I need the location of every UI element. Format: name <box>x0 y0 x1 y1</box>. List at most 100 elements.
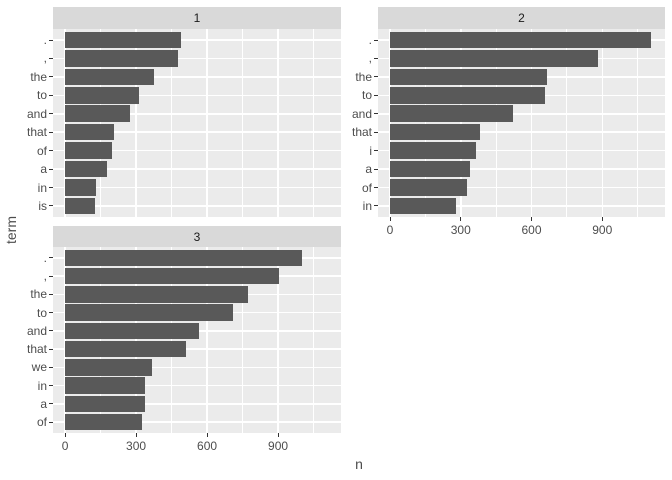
y-axis-label: a <box>365 162 372 177</box>
gridline-major-vertical <box>601 29 604 217</box>
bar <box>65 105 130 123</box>
gridline-major-horizontal <box>53 366 341 369</box>
y-axis-label: of <box>36 415 47 430</box>
x-axis-label: 900 <box>268 439 289 453</box>
y-axis-label: in <box>37 180 47 195</box>
x-axis-label: 900 <box>592 223 613 237</box>
y-axis-label: to <box>36 305 47 320</box>
y-axis-label: is <box>38 198 47 213</box>
bar <box>65 395 145 413</box>
bar <box>390 160 471 178</box>
y-axis-tick <box>374 94 378 96</box>
bar <box>65 142 112 159</box>
gridline-major-vertical <box>64 29 66 217</box>
y-axis-tick <box>49 348 53 350</box>
panel <box>53 247 341 433</box>
bar <box>390 197 457 215</box>
x-axis-tick <box>64 433 66 437</box>
y-axis-label: the <box>30 69 47 84</box>
gridline-major-vertical <box>277 247 279 433</box>
bar <box>65 340 187 358</box>
y-axis-label: . <box>368 33 372 48</box>
x-axis-tick <box>135 433 137 437</box>
y-axis-tick <box>49 312 53 314</box>
gridline-major-vertical <box>206 247 208 433</box>
bar <box>65 249 302 267</box>
gridline-minor-vertical <box>171 29 173 217</box>
y-axis-label: that <box>26 125 47 140</box>
bar <box>65 413 143 431</box>
gridline-major-horizontal <box>53 149 341 152</box>
x-axis-title: n <box>355 456 363 472</box>
y-axis-label: i <box>369 143 372 158</box>
gridline-major-horizontal <box>378 149 665 152</box>
y-axis-tick <box>49 76 53 78</box>
gridline-minor-vertical <box>242 247 244 433</box>
gridline-major-vertical <box>530 29 533 217</box>
bar <box>390 105 514 123</box>
bar <box>65 50 179 67</box>
gridline-major-vertical <box>135 29 137 217</box>
y-axis-tick <box>49 293 53 295</box>
gridline-major-horizontal <box>53 76 341 78</box>
gridline-major-horizontal <box>378 205 665 207</box>
gridline-minor-vertical <box>637 29 639 217</box>
gridline-minor-vertical <box>495 29 497 217</box>
x-axis-tick <box>389 217 391 221</box>
y-axis-tick <box>49 187 53 188</box>
bar <box>65 87 140 104</box>
y-axis-label: in <box>37 378 47 393</box>
y-axis-label: we <box>31 360 47 375</box>
y-axis-label: that <box>26 342 47 357</box>
gridline-minor-vertical <box>424 29 426 217</box>
bar <box>65 267 280 285</box>
y-axis-label: to <box>361 88 372 103</box>
bar <box>65 322 200 340</box>
y-axis-label: the <box>30 287 47 302</box>
y-axis-tick <box>49 205 53 207</box>
gridline-major-horizontal <box>378 186 665 189</box>
bar <box>390 31 652 49</box>
y-axis-label: , <box>368 51 372 66</box>
gridline-major-horizontal <box>53 384 341 387</box>
y-axis-tick <box>49 150 53 152</box>
y-axis-tick <box>49 385 53 387</box>
bar <box>390 179 467 196</box>
gridline-major-horizontal <box>53 131 341 133</box>
y-axis-tick <box>374 76 378 78</box>
bar <box>65 377 146 394</box>
y-axis-label: of <box>36 143 47 158</box>
bar <box>65 286 249 303</box>
gridline-major-vertical <box>460 29 462 217</box>
bar <box>390 50 599 67</box>
facet-strip: 3 <box>53 226 341 247</box>
gridline-major-vertical <box>389 29 391 217</box>
y-axis-tick <box>49 330 53 332</box>
y-axis-tick <box>49 131 53 133</box>
gridline-minor-vertical <box>313 29 315 217</box>
y-axis-label: and <box>351 106 372 121</box>
y-axis-tick <box>49 257 53 259</box>
facet-strip: 2 <box>378 7 665 29</box>
y-axis-tick <box>49 275 53 277</box>
y-axis-tick <box>374 150 378 152</box>
y-axis-tick <box>49 94 53 96</box>
y-axis-label: , <box>43 269 47 284</box>
gridline-minor-vertical <box>100 247 102 433</box>
x-axis-label: 600 <box>197 439 218 453</box>
bar <box>65 359 153 376</box>
facet-strip-label: 1 <box>193 11 201 25</box>
y-axis-label: . <box>43 250 47 265</box>
panel <box>53 29 341 217</box>
x-axis-tick <box>601 217 603 221</box>
y-axis-label: and <box>26 106 47 121</box>
x-axis-label: 0 <box>61 439 69 453</box>
gridline-major-vertical <box>64 247 66 433</box>
x-axis-label: 300 <box>450 223 471 237</box>
y-axis-label: a <box>40 162 47 177</box>
gridline-minor-vertical <box>242 29 244 217</box>
gridline-major-horizontal <box>53 403 341 405</box>
bar <box>65 304 233 321</box>
y-axis-tick <box>49 113 53 115</box>
